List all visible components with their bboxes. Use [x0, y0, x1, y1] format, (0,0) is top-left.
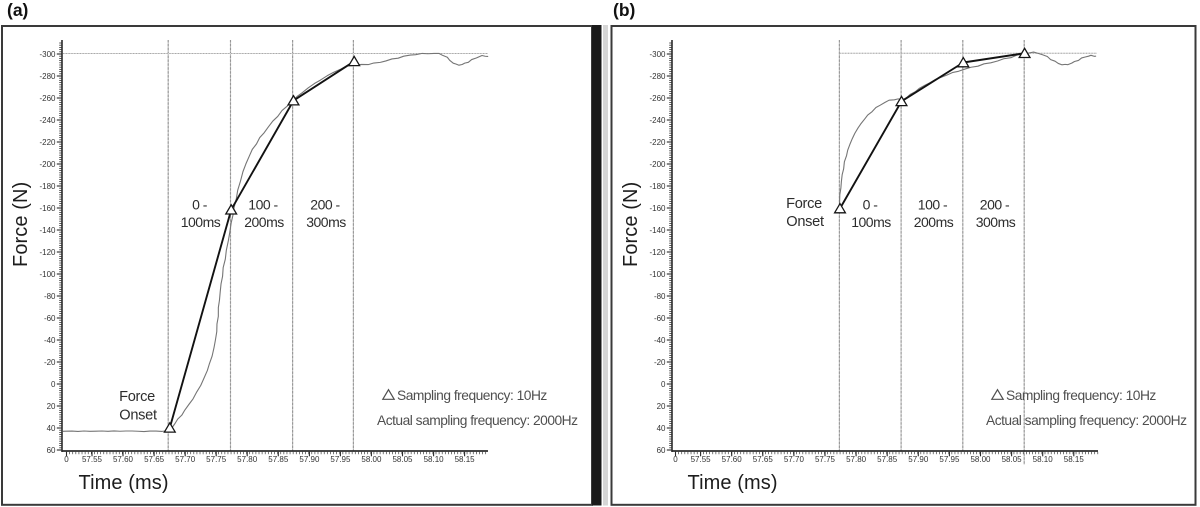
- svg-text:Force (N): Force (N): [620, 182, 642, 267]
- svg-text:-180: -180: [649, 182, 666, 191]
- svg-text:-140: -140: [39, 226, 56, 235]
- svg-text:60: 60: [657, 446, 666, 455]
- svg-text:57.55: 57.55: [691, 455, 712, 464]
- svg-text:-300: -300: [39, 50, 56, 59]
- svg-text:-180: -180: [39, 182, 56, 191]
- svg-text:58.15: 58.15: [455, 455, 476, 464]
- svg-text:Force: Force: [786, 196, 822, 212]
- svg-text:57.75: 57.75: [815, 455, 836, 464]
- svg-text:-160: -160: [649, 204, 666, 213]
- svg-text:58.00: 58.00: [361, 455, 382, 464]
- svg-text:57.70: 57.70: [175, 455, 196, 464]
- svg-text:-20: -20: [654, 358, 666, 367]
- svg-text:-260: -260: [649, 94, 666, 103]
- svg-text:300ms: 300ms: [976, 214, 1016, 230]
- svg-text:58.05: 58.05: [392, 455, 413, 464]
- svg-text:Actual sampling frequency: 200: Actual sampling frequency: 2000Hz: [377, 413, 578, 428]
- svg-text:0 -: 0 -: [863, 197, 879, 213]
- svg-text:200 -: 200 -: [310, 197, 340, 213]
- svg-text:-220: -220: [649, 138, 666, 147]
- svg-text:200ms: 200ms: [244, 214, 284, 230]
- svg-text:40: 40: [657, 424, 666, 433]
- svg-text:Actual sampling frequency: 200: Actual sampling frequency: 2000Hz: [986, 413, 1187, 428]
- svg-text:58.10: 58.10: [1033, 455, 1054, 464]
- svg-text:57.60: 57.60: [722, 455, 743, 464]
- svg-text:Force (N): Force (N): [10, 182, 32, 267]
- svg-text:57.70: 57.70: [784, 455, 805, 464]
- svg-text:-80: -80: [44, 292, 56, 301]
- svg-text:-80: -80: [654, 292, 666, 301]
- svg-text:-60: -60: [654, 314, 666, 323]
- svg-text:57.90: 57.90: [908, 455, 929, 464]
- svg-text:Time (ms): Time (ms): [79, 472, 169, 494]
- svg-text:0: 0: [661, 380, 666, 389]
- svg-text:100ms: 100ms: [851, 214, 891, 230]
- svg-text:0 -: 0 -: [192, 197, 208, 213]
- svg-text:300ms: 300ms: [306, 214, 346, 230]
- svg-text:-120: -120: [649, 248, 666, 257]
- svg-text:60: 60: [47, 446, 56, 455]
- svg-text:20: 20: [657, 402, 666, 411]
- svg-text:Time (ms): Time (ms): [688, 472, 778, 494]
- svg-text:200ms: 200ms: [914, 214, 954, 230]
- svg-text:20: 20: [47, 402, 56, 411]
- svg-text:-300: -300: [649, 50, 666, 59]
- svg-text:57.80: 57.80: [846, 455, 867, 464]
- svg-text:-20: -20: [44, 358, 56, 367]
- svg-text:-60: -60: [44, 314, 56, 323]
- svg-text:200 -: 200 -: [980, 197, 1010, 213]
- svg-text:57.80: 57.80: [237, 455, 258, 464]
- svg-text:Force: Force: [119, 389, 155, 405]
- svg-text:-220: -220: [39, 138, 56, 147]
- svg-text:-280: -280: [649, 72, 666, 81]
- svg-text:57.95: 57.95: [330, 455, 351, 464]
- svg-text:-140: -140: [649, 226, 666, 235]
- svg-text:40: 40: [47, 424, 56, 433]
- svg-text:-240: -240: [649, 116, 666, 125]
- svg-text:-100: -100: [39, 270, 56, 279]
- svg-text:57.85: 57.85: [877, 455, 898, 464]
- svg-text:-260: -260: [39, 94, 56, 103]
- svg-text:0: 0: [51, 380, 56, 389]
- svg-text:58.05: 58.05: [1002, 455, 1023, 464]
- svg-text:58.00: 58.00: [970, 455, 991, 464]
- svg-text:57.90: 57.90: [299, 455, 320, 464]
- svg-text:57.65: 57.65: [144, 455, 165, 464]
- svg-text:100 -: 100 -: [248, 197, 278, 213]
- svg-text:0: 0: [64, 455, 69, 464]
- svg-text:(b): (b): [613, 0, 635, 20]
- svg-text:-100: -100: [649, 270, 666, 279]
- svg-text:0: 0: [673, 455, 678, 464]
- svg-text:57.55: 57.55: [82, 455, 103, 464]
- svg-text:-160: -160: [39, 204, 56, 213]
- svg-text:Onset: Onset: [119, 408, 157, 424]
- svg-text:-120: -120: [39, 248, 56, 257]
- svg-text:57.85: 57.85: [268, 455, 289, 464]
- svg-text:-200: -200: [39, 160, 56, 169]
- svg-text:100ms: 100ms: [181, 214, 221, 230]
- svg-text:-240: -240: [39, 116, 56, 125]
- svg-text:Sampling frequency: 10Hz: Sampling frequency: 10Hz: [397, 388, 547, 403]
- svg-text:57.75: 57.75: [206, 455, 227, 464]
- svg-text:-280: -280: [39, 72, 56, 81]
- svg-text:Onset: Onset: [786, 214, 824, 230]
- svg-text:(a): (a): [7, 0, 28, 20]
- svg-text:Sampling frequency: 10Hz: Sampling frequency: 10Hz: [1006, 388, 1156, 403]
- svg-text:57.60: 57.60: [113, 455, 134, 464]
- svg-text:58.15: 58.15: [1064, 455, 1085, 464]
- svg-text:57.65: 57.65: [753, 455, 774, 464]
- svg-text:57.95: 57.95: [939, 455, 960, 464]
- svg-text:58.10: 58.10: [424, 455, 445, 464]
- svg-text:-40: -40: [44, 336, 56, 345]
- svg-text:-40: -40: [654, 336, 666, 345]
- svg-text:100 -: 100 -: [918, 197, 948, 213]
- svg-text:-200: -200: [649, 160, 666, 169]
